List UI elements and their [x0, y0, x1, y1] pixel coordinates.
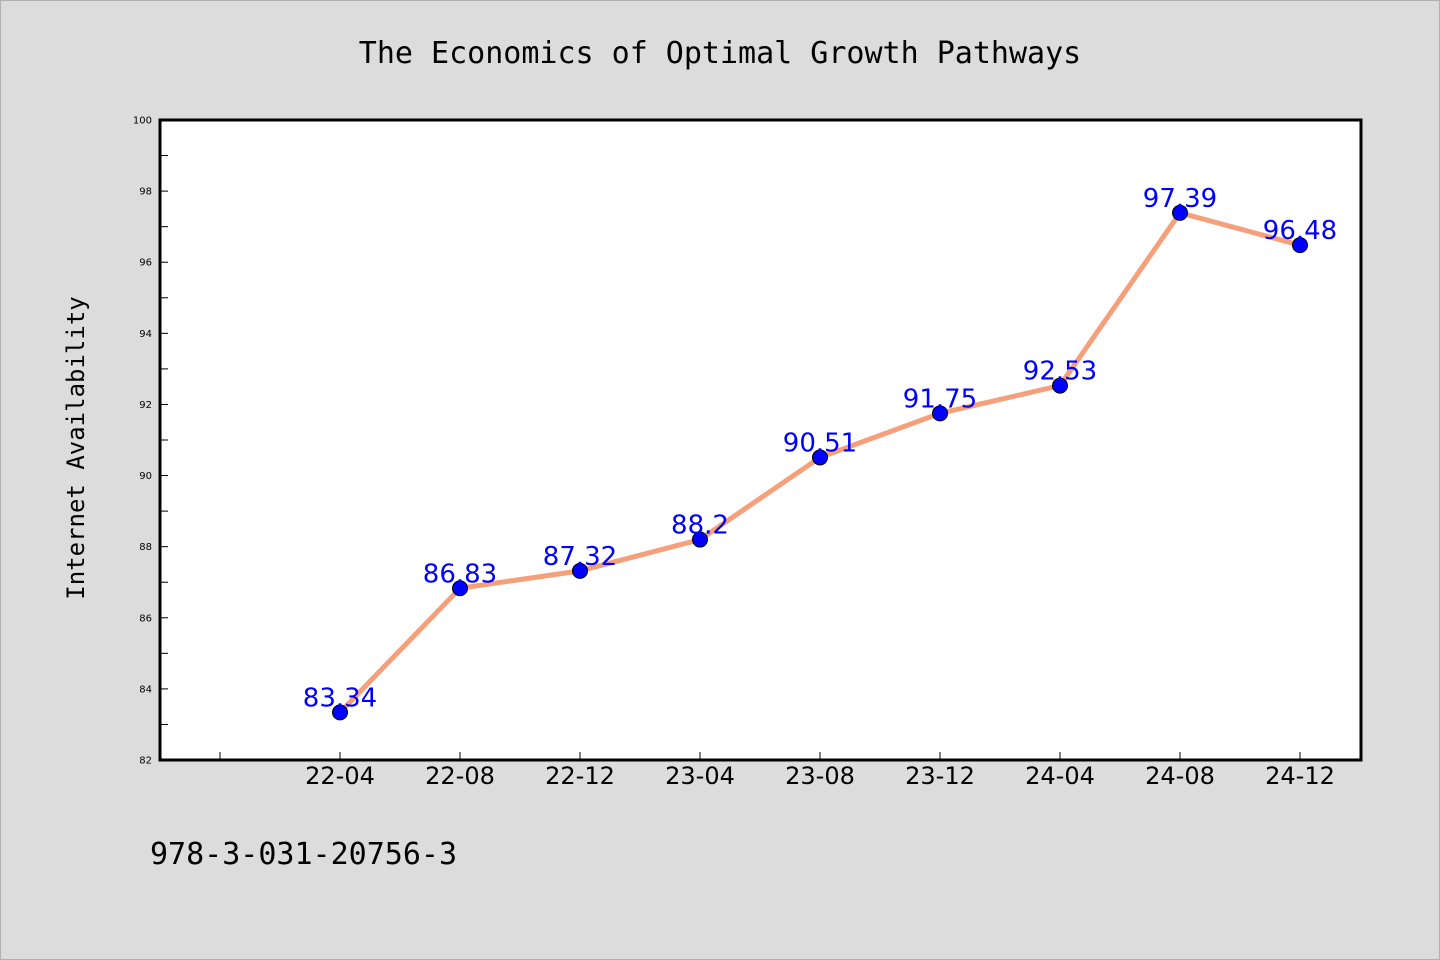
data-label: 91.75	[903, 384, 977, 414]
data-point	[332, 704, 348, 721]
footer-text: 978-3-031-20756-3	[150, 837, 457, 872]
data-label: 88.2	[671, 511, 729, 541]
y-tick-label: 82	[139, 756, 152, 767]
y-tick-label: 92	[139, 400, 152, 411]
y-axis-label: Internet Availability	[62, 296, 90, 599]
x-tick-label: 22-04	[305, 762, 375, 790]
data-label: 87.32	[543, 542, 617, 572]
y-tick-label: 94	[139, 329, 152, 340]
data-label: 92.53	[1023, 357, 1097, 387]
data-point	[932, 405, 948, 422]
data-label: 96.48	[1263, 216, 1337, 246]
data-point	[1172, 204, 1188, 221]
x-tick-label: 23-12	[905, 762, 975, 790]
x-tick-label: 23-08	[785, 762, 855, 790]
data-point	[572, 562, 588, 579]
data-label: 86.83	[423, 559, 497, 589]
data-label: 90.51	[783, 428, 857, 458]
y-tick-label: 98	[139, 187, 152, 198]
chart-title: The Economics of Optimal Growth Pathways	[359, 36, 1081, 71]
x-tick-label: 24-12	[1265, 762, 1335, 790]
data-point	[1292, 237, 1308, 254]
y-tick-label: 88	[139, 542, 152, 553]
data-label: 83.34	[303, 683, 377, 713]
data-point	[692, 531, 708, 548]
x-tick-label: 22-12	[545, 762, 615, 790]
x-tick-label: 24-04	[1025, 762, 1095, 790]
y-tick-label: 90	[139, 471, 152, 482]
y-tick-label: 96	[139, 258, 152, 269]
data-point	[1052, 377, 1068, 394]
x-tick-label: 22-08	[425, 762, 495, 790]
plot-area	[158, 118, 1363, 762]
y-tick-label: 84	[139, 684, 152, 695]
data-point	[812, 449, 828, 466]
series-group: 83.34 86.83 87.32 88.2 90.51 91.75 92.53 97.39 9…	[303, 184, 1337, 721]
x-tick-label: 23-04	[665, 762, 735, 790]
x-axis: 22-04 22-08 22-12 23-04 23-08 23-12 24-04 24-08…	[219, 752, 1335, 790]
y-axis: 82 84 86 88 90 92 94 96 98 100	[133, 116, 168, 767]
y-tick-label: 100	[133, 116, 152, 127]
y-tick-label: 86	[139, 613, 152, 624]
data-label: 97.39	[1143, 184, 1217, 214]
x-tick-label: 24-08	[1145, 762, 1215, 790]
data-point	[452, 580, 468, 597]
